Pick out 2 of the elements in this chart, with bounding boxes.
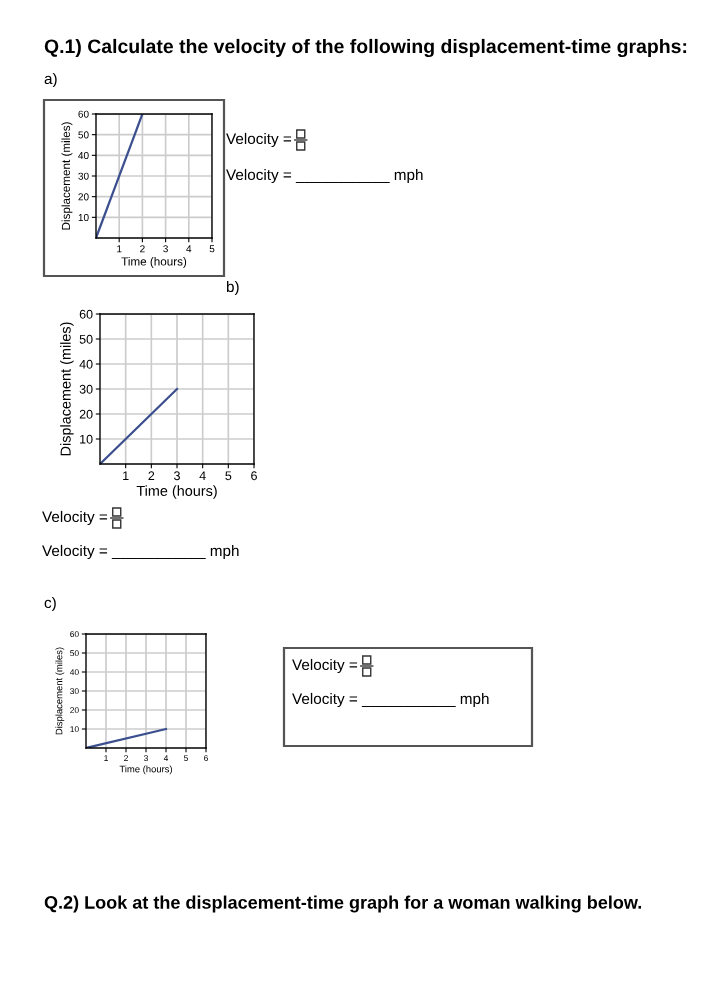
text: Q.1) Calculate the velocity of the following displacement-time graphs:: [44, 38, 687, 58]
text: Q.2) Look at the displacement-time graph for a woman walking below.: [44, 895, 642, 913]
